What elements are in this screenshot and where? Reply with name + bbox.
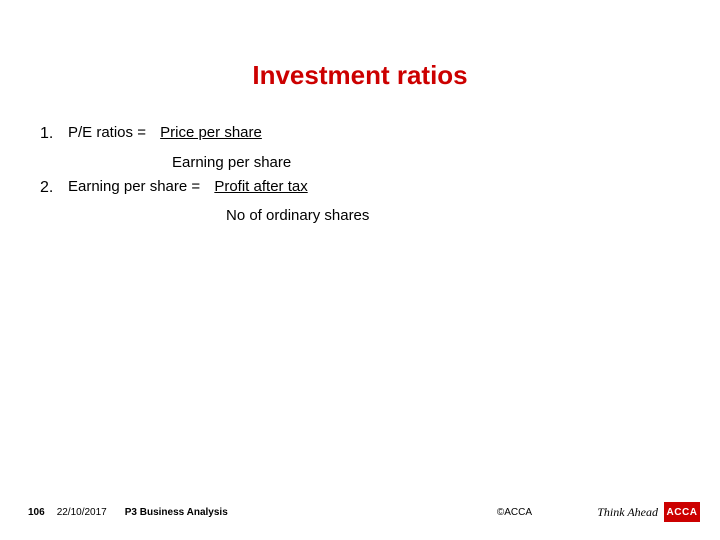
footer-copyright: ©ACCA xyxy=(497,507,532,518)
content-area: 1.P/E ratios = Price per share Earning p… xyxy=(40,121,680,228)
numerator: Profit after tax xyxy=(204,178,307,195)
slide-container: Investment ratios 1.P/E ratios = Price p… xyxy=(0,0,720,540)
item-number: 2. xyxy=(40,175,68,201)
page-number: 106 xyxy=(28,507,45,518)
item-number: 1. xyxy=(40,121,68,147)
denominator: No of ordinary shares xyxy=(40,204,680,228)
item-label: P/E ratios = xyxy=(68,124,150,141)
list-item: 2.Earning per share = Profit after tax xyxy=(40,175,680,201)
item-label: Earning per share = xyxy=(68,178,204,195)
numerator: Price per share xyxy=(150,124,262,141)
footer-course: P3 Business Analysis xyxy=(125,507,228,518)
denominator: Earning per share xyxy=(40,151,680,175)
slide-title: Investment ratios xyxy=(40,60,680,91)
item-body: Earning per share = Profit after tax xyxy=(68,175,308,199)
footer-branding: Think Ahead ACCA xyxy=(597,502,700,522)
item-body: P/E ratios = Price per share xyxy=(68,121,262,145)
list-item: 1.P/E ratios = Price per share xyxy=(40,121,680,147)
acca-logo: ACCA xyxy=(664,502,700,522)
footer-date: 22/10/2017 xyxy=(57,507,107,518)
tagline: Think Ahead xyxy=(597,505,658,520)
